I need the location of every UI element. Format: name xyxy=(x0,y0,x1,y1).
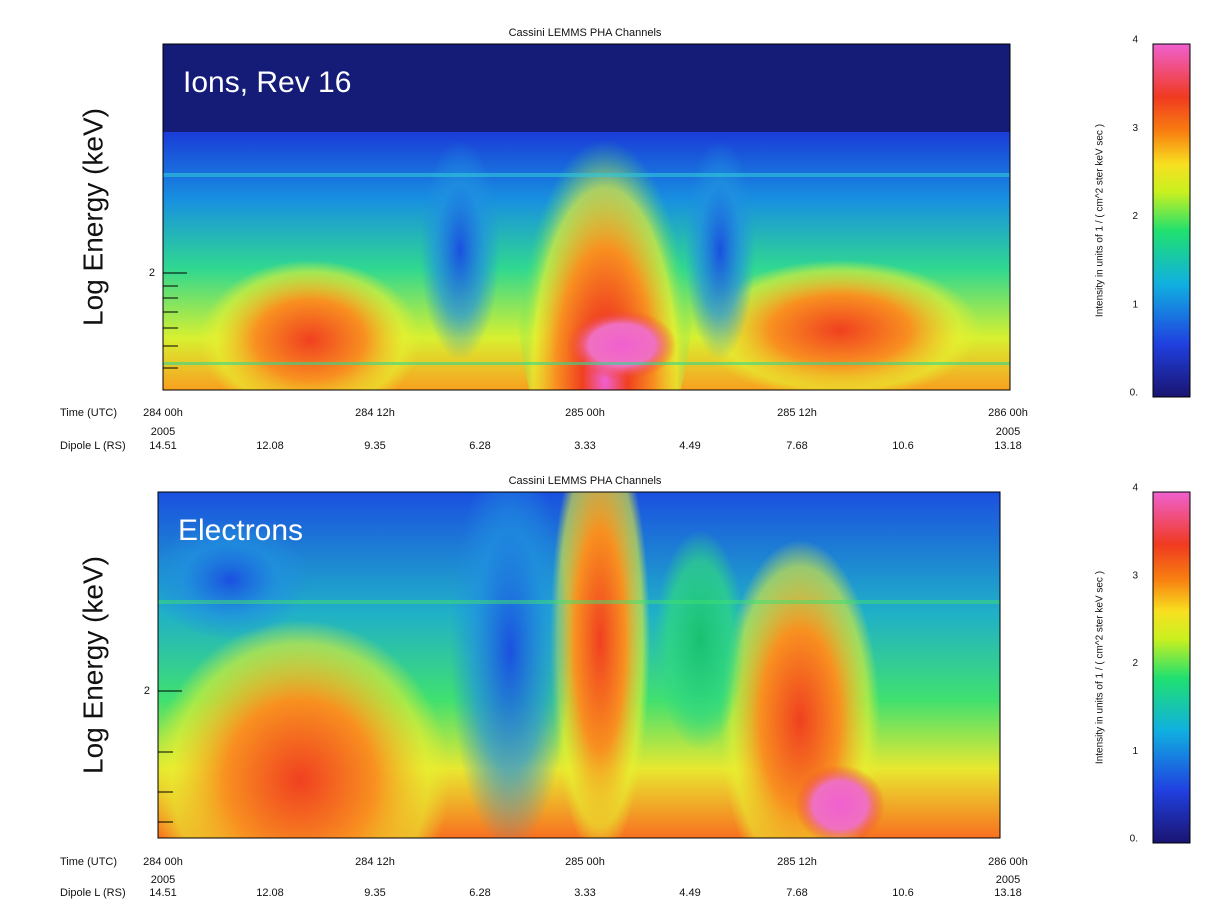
dipole-value: 4.49 xyxy=(679,887,700,899)
y-minor-ticks xyxy=(158,690,182,823)
year-label: 2005 xyxy=(996,426,1020,438)
colorbar-tick: 0. xyxy=(1130,388,1138,399)
dipole-value: 3.33 xyxy=(574,887,595,899)
time-label: Time (UTC) xyxy=(60,407,117,419)
dipole-value: 3.33 xyxy=(574,440,595,452)
y-tick-label: 2 xyxy=(149,267,155,279)
dipole-label: Dipole L (RS) xyxy=(60,440,126,452)
dipole-value: 9.35 xyxy=(364,887,385,899)
colorbar-label: Intensity in units of 1 / ( cm^2 ster ke… xyxy=(1095,124,1106,317)
dipole-value: 4.49 xyxy=(679,440,700,452)
dipole-value: 6.28 xyxy=(469,440,490,452)
colorbar-tick: 3 xyxy=(1132,570,1138,581)
colorbar-tick: 4 xyxy=(1132,483,1138,494)
dipole-value: 12.08 xyxy=(256,440,284,452)
plot-frame xyxy=(157,491,1001,839)
year-label: 2005 xyxy=(151,426,175,438)
colorbar-tick: 1 xyxy=(1132,299,1138,310)
colorbar-tick: 1 xyxy=(1132,746,1138,757)
time-tick: 285 00h xyxy=(565,407,605,419)
plot-frame xyxy=(162,43,1011,391)
colorbar xyxy=(1152,491,1191,844)
dipole-value: 9.35 xyxy=(364,440,385,452)
time-tick: 286 00h xyxy=(988,856,1028,868)
plot-title: Cassini LEMMS PHA Channels xyxy=(509,27,662,39)
y-tick-label: 2 xyxy=(144,685,150,697)
colorbar xyxy=(1152,43,1191,398)
dipole-value: 10.6 xyxy=(892,440,913,452)
annotation: Electrons xyxy=(178,514,303,547)
colorbar-label: Intensity in units of 1 / ( cm^2 ster ke… xyxy=(1095,571,1106,764)
colorbar-tick: 2 xyxy=(1132,658,1138,669)
ion-spectrogram xyxy=(163,44,1010,390)
y-axis-label: Log Energy (keV) xyxy=(77,556,108,774)
dipole-label: Dipole L (RS) xyxy=(60,887,126,899)
colorbar-tick: 4 xyxy=(1132,35,1138,46)
dipole-value: 13.18 xyxy=(994,440,1022,452)
dipole-value: 13.18 xyxy=(994,887,1022,899)
time-tick: 285 00h xyxy=(565,856,605,868)
colorbar-tick: 2 xyxy=(1132,211,1138,222)
dipole-value: 10.6 xyxy=(892,887,913,899)
year-label: 2005 xyxy=(151,874,175,886)
time-tick: 285 12h xyxy=(777,407,817,419)
dipole-value: 12.08 xyxy=(256,887,284,899)
colorbar-tick: 0. xyxy=(1130,834,1138,845)
time-tick: 284 12h xyxy=(355,407,395,419)
electron-spectrogram xyxy=(158,492,1000,838)
time-tick: 284 00h xyxy=(143,407,183,419)
y-minor-ticks xyxy=(163,272,187,369)
dipole-value: 6.28 xyxy=(469,887,490,899)
dipole-value: 14.51 xyxy=(149,887,177,899)
y-axis-label: Log Energy (keV) xyxy=(77,108,108,326)
time-tick: 286 00h xyxy=(988,407,1028,419)
time-tick: 284 00h xyxy=(143,856,183,868)
time-tick: 285 12h xyxy=(777,856,817,868)
dipole-value: 7.68 xyxy=(786,440,807,452)
year-label: 2005 xyxy=(996,874,1020,886)
annotation: Ions, Rev 16 xyxy=(183,66,351,99)
dipole-value: 14.51 xyxy=(149,440,177,452)
dipole-value: 7.68 xyxy=(786,887,807,899)
time-label: Time (UTC) xyxy=(60,856,117,868)
colorbar-tick: 3 xyxy=(1132,123,1138,134)
plot-title: Cassini LEMMS PHA Channels xyxy=(509,475,662,487)
time-tick: 284 12h xyxy=(355,856,395,868)
